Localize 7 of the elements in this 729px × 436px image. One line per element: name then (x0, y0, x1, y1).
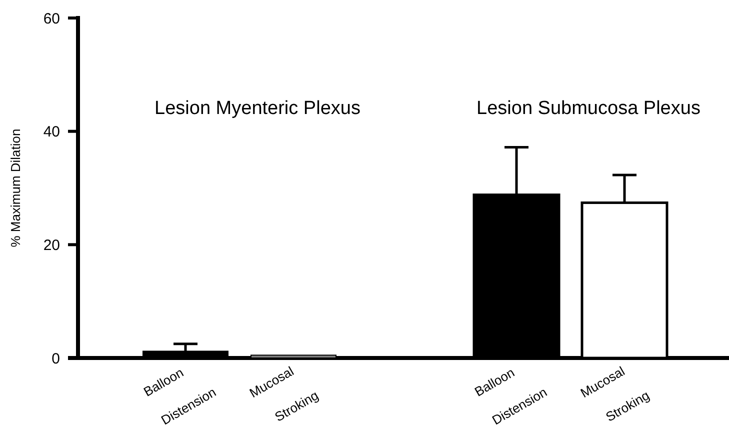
y-tick-label: 40 (43, 124, 60, 141)
y-tick-label: 0 (52, 350, 60, 368)
annotation: Lesion Myenteric Plexus (154, 98, 360, 119)
y-axis-title: % Maximum Dilation (8, 128, 23, 248)
annotation: Lesion Submucosa Plexus (476, 98, 700, 119)
y-tick-label: 60 (43, 10, 60, 28)
y-tick-label: 20 (43, 236, 60, 254)
